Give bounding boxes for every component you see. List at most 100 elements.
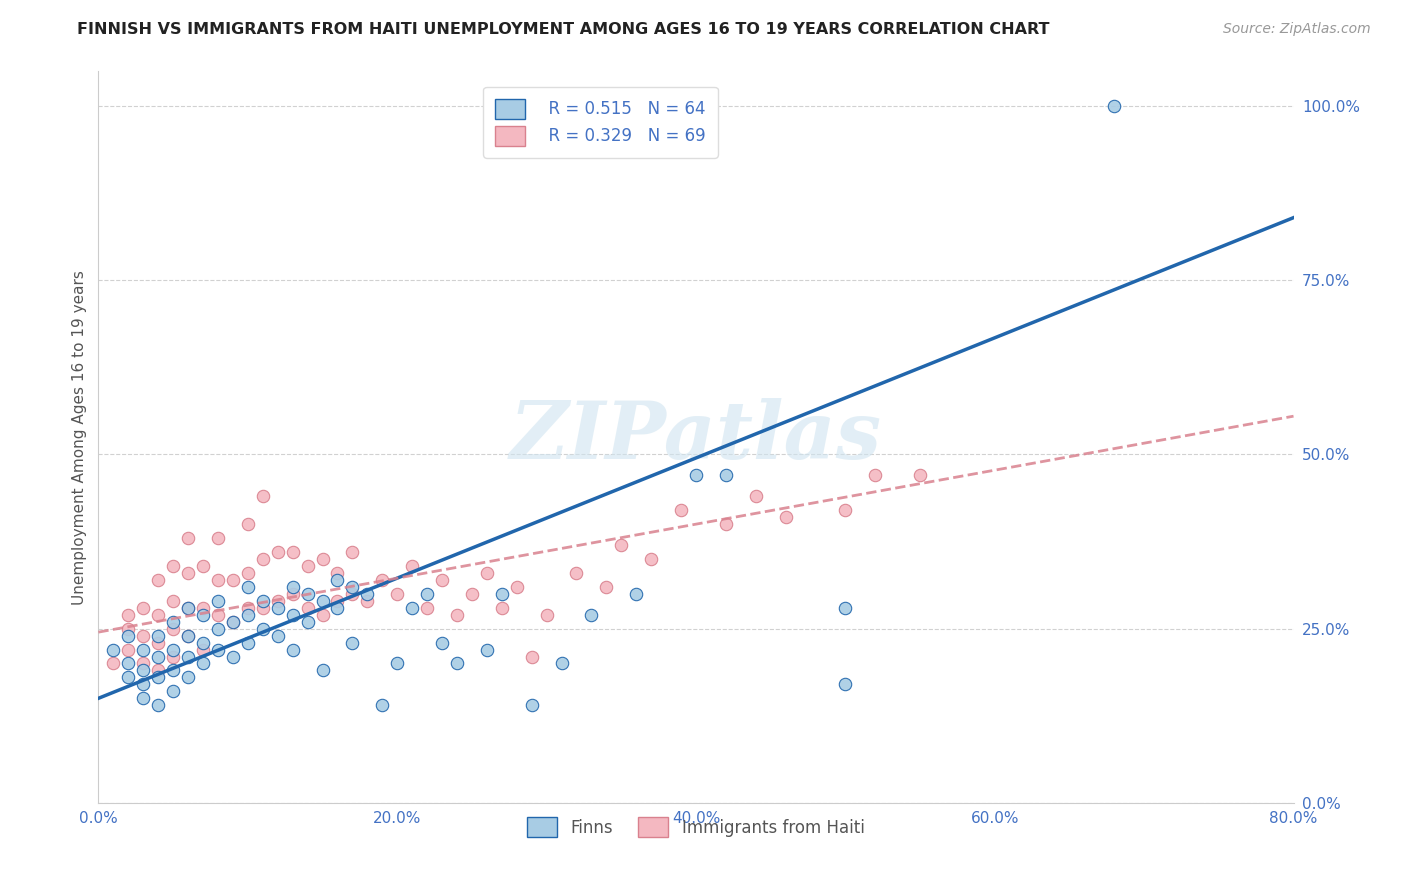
Point [132,642,155,657]
Point [581,607,603,622]
Point [267,594,290,608]
Point [311,607,333,622]
Point [177,629,200,643]
Point [236,566,259,580]
Point [148,670,170,684]
Point [236,635,259,649]
Point [775,510,797,524]
Point [326,566,349,580]
Point [177,566,200,580]
Point [506,580,529,594]
Point [236,607,259,622]
Point [117,642,139,657]
Point [281,642,304,657]
Point [117,670,139,684]
Point [401,558,423,573]
Point [177,600,200,615]
Point [401,600,423,615]
Y-axis label: Unemployment Among Ages 16 to 19 years: Unemployment Among Ages 16 to 19 years [72,269,87,605]
Point [446,657,468,671]
Point [148,649,170,664]
Point [834,600,856,615]
Text: Source: ZipAtlas.com: Source: ZipAtlas.com [1223,22,1371,37]
Point [162,594,184,608]
Point [267,600,290,615]
Point [207,622,229,636]
Point [356,594,378,608]
Point [132,657,155,671]
Point [148,607,170,622]
Point [908,468,931,483]
Point [281,607,304,622]
Point [148,698,170,713]
Point [177,649,200,664]
Point [385,657,409,671]
Point [252,552,274,566]
Point [162,642,184,657]
Point [669,503,692,517]
Text: ZIPatlas: ZIPatlas [510,399,882,475]
Point [342,587,364,601]
Point [191,642,214,657]
Point [191,635,214,649]
Point [222,573,245,587]
Point [342,545,364,559]
Point [371,573,394,587]
Point [356,587,378,601]
Point [475,566,498,580]
Point [207,573,229,587]
Point [252,489,274,503]
Point [207,607,229,622]
Point [685,468,707,483]
Point [117,657,139,671]
Point [491,587,513,601]
Point [297,587,319,601]
Point [148,573,170,587]
Point [446,607,468,622]
Point [281,580,304,594]
Point [430,573,453,587]
Point [252,594,274,608]
Point [640,552,662,566]
Point [162,622,184,636]
Point [311,594,333,608]
Point [281,545,304,559]
Point [207,531,229,545]
Point [222,615,245,629]
Point [236,600,259,615]
Point [297,600,319,615]
Point [162,615,184,629]
Point [461,587,484,601]
Point [222,615,245,629]
Point [297,615,319,629]
Point [745,489,768,503]
Point [132,691,155,706]
Point [281,587,304,601]
Point [342,635,364,649]
Point [371,698,394,713]
Point [236,580,259,594]
Point [252,622,274,636]
Point [536,607,558,622]
Point [148,635,170,649]
Point [117,622,139,636]
Point [191,600,214,615]
Point [267,629,290,643]
Point [207,642,229,657]
Point [520,698,543,713]
Point [117,607,139,622]
Point [103,657,125,671]
Point [132,600,155,615]
Point [311,552,333,566]
Point [342,580,364,594]
Point [714,468,737,483]
Point [520,649,543,664]
Point [267,545,290,559]
Point [326,600,349,615]
Point [252,600,274,615]
Point [162,558,184,573]
Point [416,587,439,601]
Point [565,566,588,580]
Point [162,684,184,698]
Point [191,607,214,622]
